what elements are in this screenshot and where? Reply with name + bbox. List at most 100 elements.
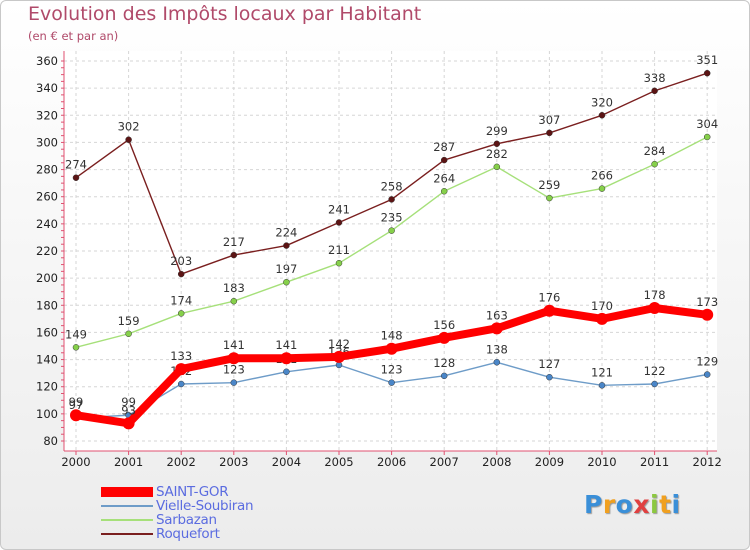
- data-point-saint-gor: [70, 409, 82, 422]
- data-point-vielle-soubiran: [335, 361, 343, 369]
- legend-label-sarbazan: Sarbazan: [156, 512, 217, 528]
- y-tick-label: 180: [36, 298, 58, 312]
- data-label-sarbazan: 197: [275, 262, 297, 276]
- data-point-vielle-soubiran: [388, 379, 395, 386]
- data-point-saint-gor: [280, 352, 293, 365]
- data-point-sarbazan: [703, 133, 711, 141]
- x-tick-label: 2005: [324, 455, 353, 469]
- logo-letter: o: [615, 490, 634, 519]
- chart-title: Evolution des Impôts locaux par Habitant: [28, 3, 422, 25]
- data-point-sarbazan: [546, 194, 553, 202]
- data-label-roquefort: 351: [696, 53, 718, 67]
- data-label-vielle-soubiran: 128: [433, 356, 455, 370]
- data-point-roquefort: [230, 251, 238, 259]
- legend-label-saint-gor: SAINT-GOR: [156, 484, 229, 500]
- y-tick-label: 140: [36, 353, 58, 367]
- data-point-saint-gor: [438, 331, 451, 344]
- x-tick-label: 2010: [587, 455, 616, 469]
- data-point-roquefort: [388, 196, 395, 203]
- data-label-sarbazan: 284: [644, 144, 666, 158]
- x-tick-label: 2001: [114, 455, 143, 469]
- legend-swatch-saint-gor: [101, 487, 153, 497]
- data-point-vielle-soubiran: [703, 371, 711, 378]
- data-point-saint-gor: [596, 312, 608, 325]
- data-point-roquefort: [72, 174, 80, 181]
- x-tick-label: 2002: [167, 455, 196, 469]
- data-label-roquefort: 338: [644, 71, 666, 85]
- data-label-roquefort: 241: [328, 203, 350, 217]
- data-point-saint-gor: [227, 352, 240, 365]
- x-tick-label: 2000: [61, 455, 90, 469]
- x-tick-label: 2003: [219, 455, 248, 469]
- data-label-vielle-soubiran: 97: [69, 398, 84, 412]
- x-tick-label: 2006: [377, 455, 406, 469]
- data-label-roquefort: 307: [538, 113, 560, 127]
- data-label-roquefort: 287: [433, 140, 455, 154]
- y-tick-label: 360: [36, 54, 58, 68]
- data-label-sarbazan: 304: [696, 117, 718, 131]
- data-point-saint-gor: [648, 302, 661, 314]
- data-label-roquefort: 258: [381, 179, 403, 193]
- logo-letter: x: [633, 490, 650, 519]
- y-tick-label: 200: [36, 271, 58, 285]
- data-label-vielle-soubiran: 138: [486, 342, 508, 356]
- data-point-saint-gor: [543, 304, 556, 317]
- y-tick-label: 280: [36, 163, 58, 177]
- data-label-roquefort: 203: [170, 254, 192, 268]
- proxiti-logo: Proxiti: [584, 490, 681, 519]
- y-tick-label: 240: [36, 217, 58, 231]
- data-label-sarbazan: 282: [486, 147, 508, 161]
- data-label-saint-gor: 141: [275, 338, 297, 352]
- data-label-vielle-soubiran: 122: [644, 364, 666, 378]
- data-label-vielle-soubiran: 99: [121, 395, 136, 409]
- data-label-vielle-soubiran: 129: [696, 355, 718, 369]
- data-point-roquefort: [177, 270, 185, 278]
- data-point-roquefort: [651, 87, 658, 95]
- data-point-sarbazan: [598, 185, 606, 192]
- data-label-saint-gor: 176: [538, 291, 560, 305]
- chart-subtitle: (en € et par an): [28, 29, 119, 43]
- data-point-vielle-soubiran: [177, 380, 185, 388]
- x-tick-label: 2009: [535, 455, 564, 469]
- data-label-roquefort: 299: [486, 124, 508, 138]
- y-tick-label: 120: [36, 380, 58, 394]
- data-point-roquefort: [440, 156, 448, 164]
- data-point-roquefort: [125, 136, 132, 143]
- data-point-sarbazan: [177, 310, 185, 317]
- data-point-sarbazan: [335, 259, 343, 267]
- data-point-saint-gor: [701, 308, 714, 321]
- y-tick-label: 160: [36, 325, 58, 339]
- data-point-vielle-soubiran: [651, 380, 658, 388]
- x-tick-label: 2004: [272, 455, 301, 469]
- data-point-vielle-soubiran: [598, 382, 606, 389]
- data-label-saint-gor: 93: [121, 403, 136, 417]
- data-point-saint-gor: [175, 363, 188, 376]
- data-label-roquefort: 224: [275, 226, 297, 240]
- y-tick-label: 340: [36, 81, 58, 95]
- data-point-sarbazan: [125, 330, 132, 338]
- logo-letter: P: [584, 490, 603, 519]
- data-label-vielle-soubiran: 121: [591, 365, 613, 379]
- data-label-saint-gor: 148: [381, 329, 403, 343]
- data-label-saint-gor: 141: [223, 338, 245, 352]
- data-point-roquefort: [598, 112, 606, 119]
- data-label-vielle-soubiran: 123: [381, 363, 403, 377]
- data-label-sarbazan: 183: [223, 281, 245, 295]
- data-point-sarbazan: [388, 227, 395, 234]
- data-point-vielle-soubiran: [440, 372, 448, 380]
- data-point-saint-gor: [333, 350, 345, 363]
- data-point-saint-gor: [490, 322, 503, 335]
- data-label-saint-gor: 178: [644, 288, 666, 302]
- data-label-roquefort: 274: [65, 158, 87, 172]
- data-label-vielle-soubiran: 123: [223, 363, 245, 377]
- data-point-vielle-soubiran: [230, 379, 238, 386]
- legend-swatch-roquefort: [101, 533, 153, 535]
- y-tick-label: 320: [36, 108, 58, 122]
- data-label-sarbazan: 235: [381, 211, 403, 225]
- logo-letter: t: [659, 490, 672, 519]
- y-tick-label: 220: [36, 244, 58, 258]
- legend-swatch-sarbazan: [101, 519, 153, 521]
- data-label-sarbazan: 211: [328, 243, 350, 257]
